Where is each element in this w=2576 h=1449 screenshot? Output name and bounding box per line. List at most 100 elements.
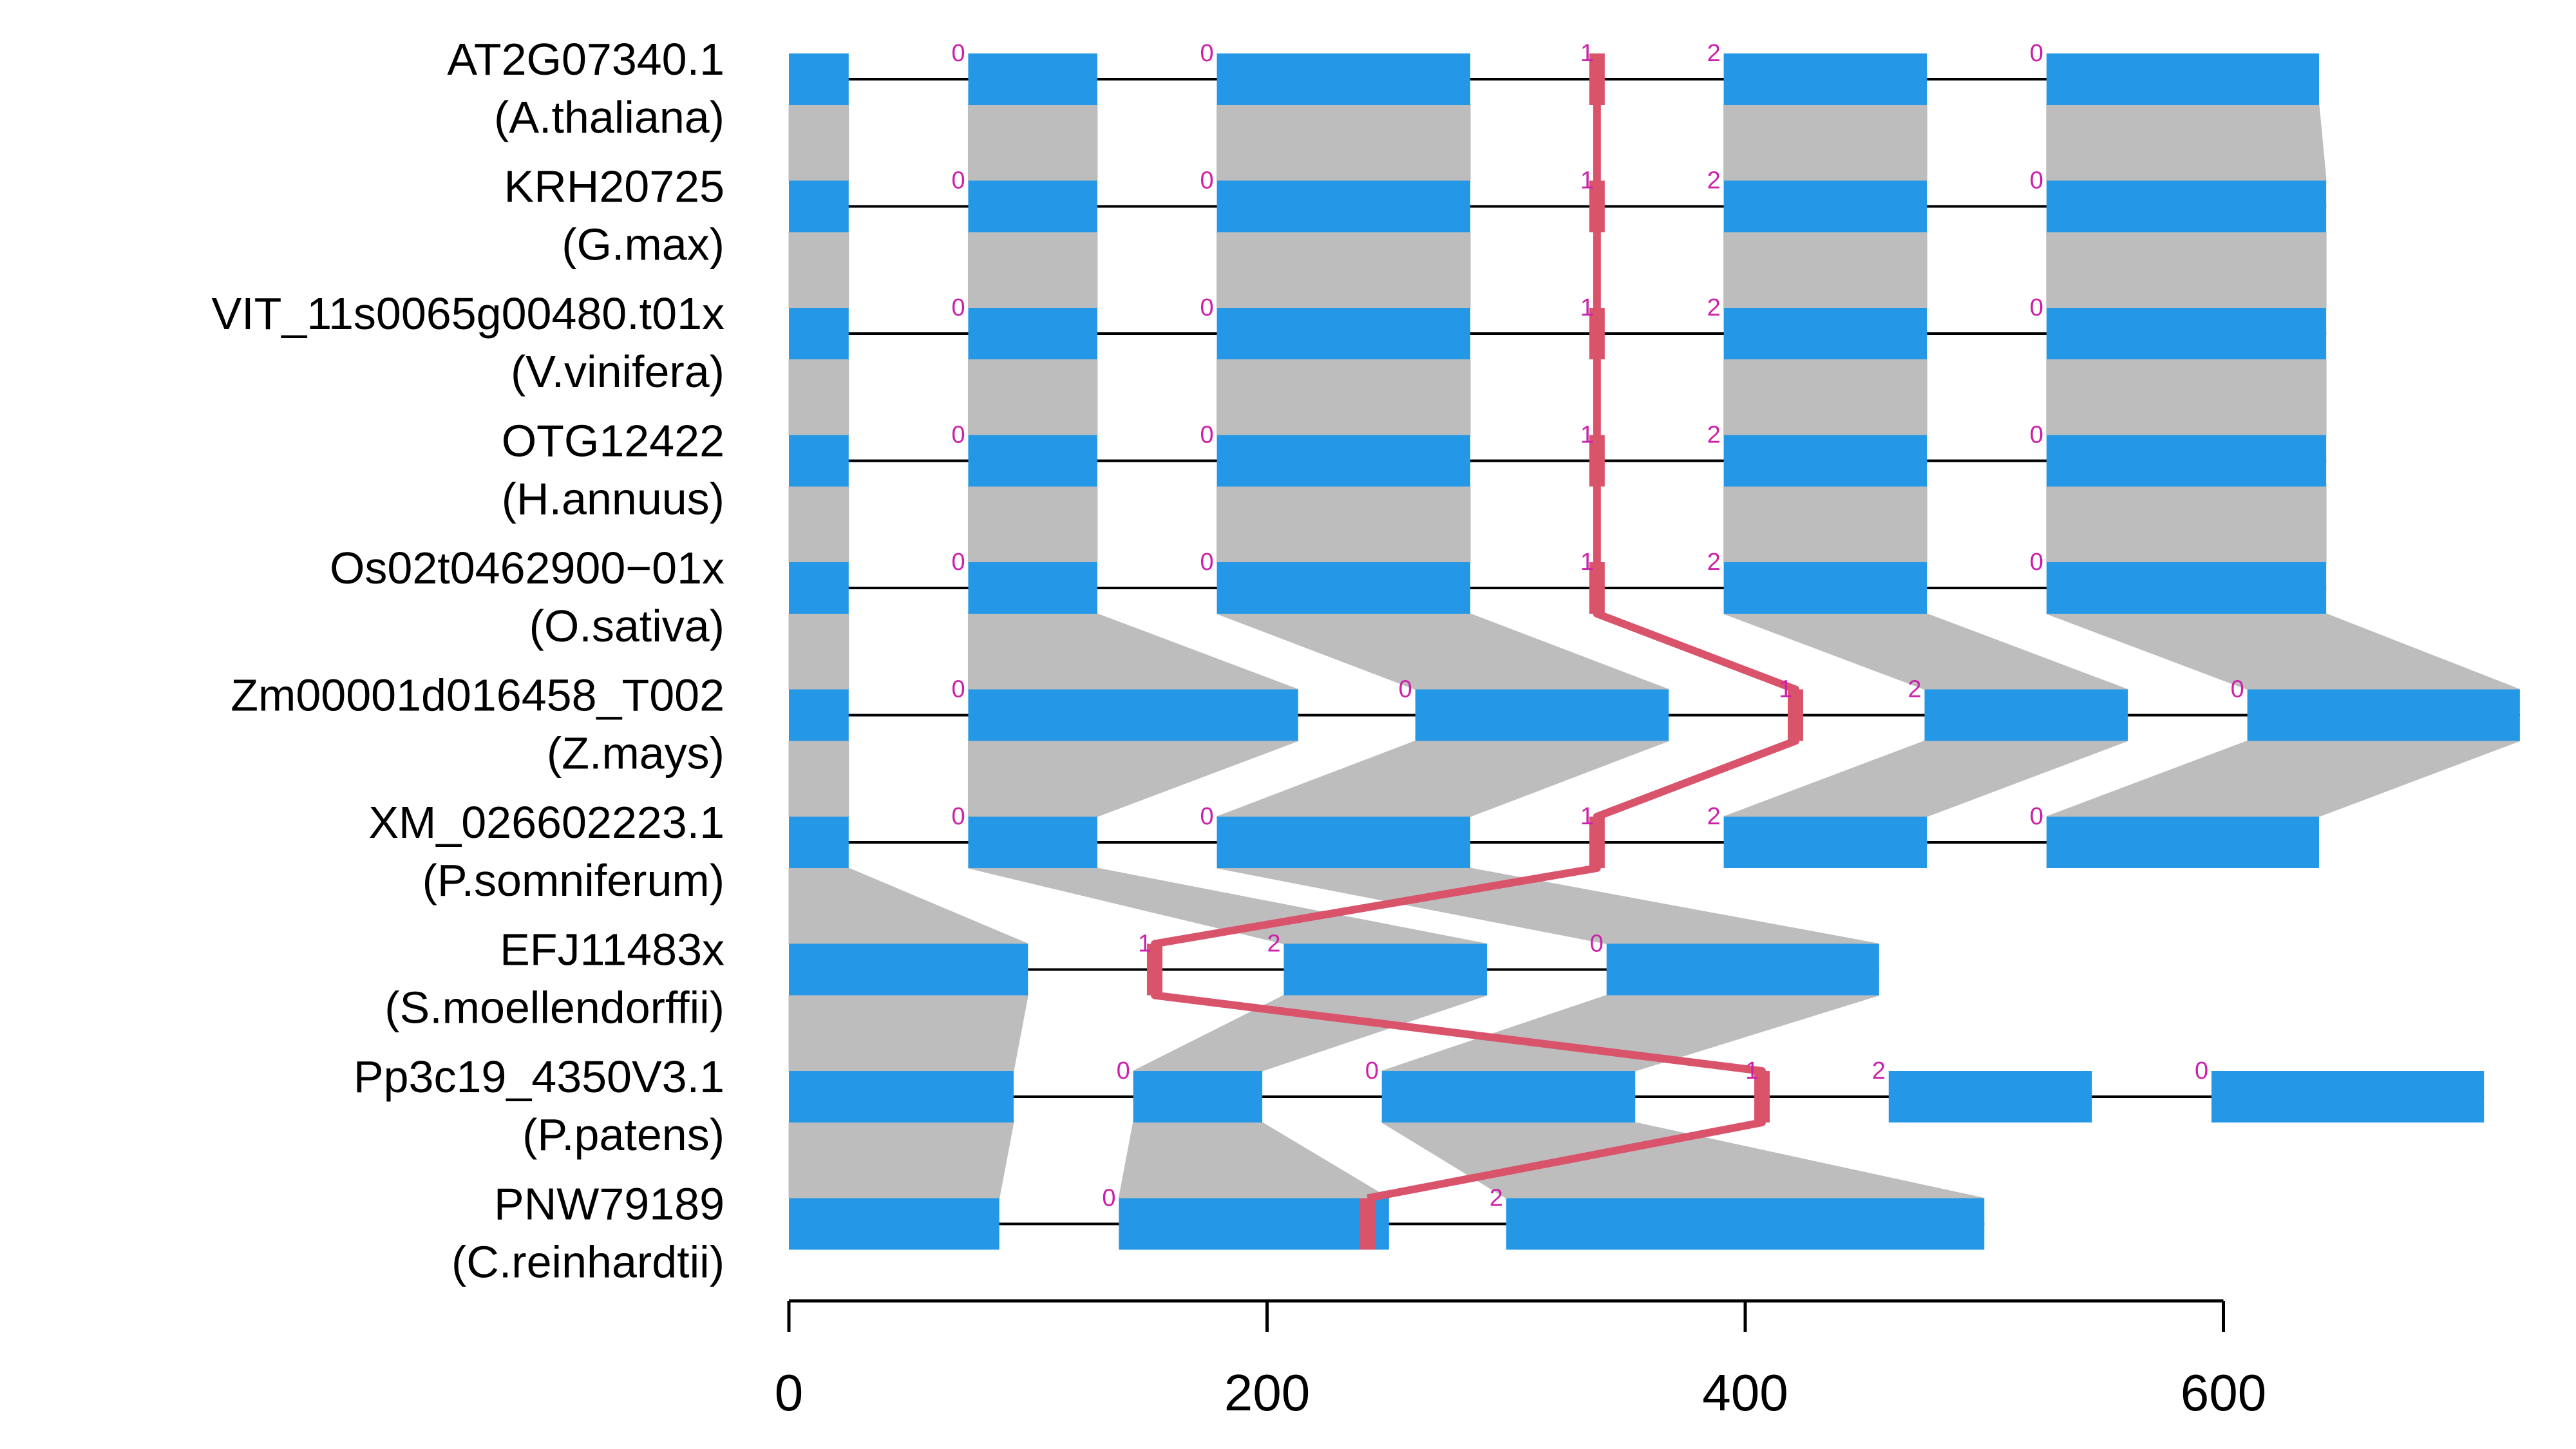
exon-block bbox=[1723, 180, 1927, 232]
phase-label: 2 bbox=[1707, 803, 1721, 830]
gene-labels: AT2G07340.1 (A.thaliana) KRH20725 (G.max) VI… bbox=[211, 34, 724, 1287]
phase-label: 0 bbox=[2030, 422, 2043, 449]
phase-label: 0 bbox=[2195, 1057, 2208, 1084]
alignment-link bbox=[1217, 359, 1471, 435]
phase-label: 0 bbox=[951, 549, 965, 576]
exon-block bbox=[1723, 308, 1927, 359]
phase-label: 0 bbox=[1365, 1057, 1379, 1084]
axis-tick-label: 600 bbox=[2181, 1364, 2266, 1421]
species-label: (G.max) bbox=[562, 220, 724, 270]
gene-id-label: Zm00001d016458_T002 bbox=[231, 670, 724, 721]
phase-label: 0 bbox=[2030, 294, 2043, 321]
phase-label: 0 bbox=[951, 167, 965, 194]
species-label: (O.sativa) bbox=[529, 601, 724, 651]
highlight-path bbox=[1151, 79, 1799, 1202]
exon-block bbox=[968, 53, 1097, 105]
exon-block bbox=[1606, 943, 1879, 996]
exon-block bbox=[789, 689, 849, 741]
alignment-link bbox=[788, 359, 849, 435]
gene-id-label: OTG12422 bbox=[502, 416, 724, 466]
exon-block bbox=[968, 817, 1097, 868]
phase-label: 0 bbox=[951, 422, 965, 449]
phase-label: 2 bbox=[1707, 549, 1721, 576]
phase-label: 0 bbox=[951, 676, 965, 703]
exon-block bbox=[968, 180, 1097, 232]
species-label: (P.somniferum) bbox=[422, 855, 724, 905]
alignment-link bbox=[2046, 104, 2327, 181]
alignment-link bbox=[1723, 359, 1927, 435]
alignment-link bbox=[788, 486, 849, 563]
phase-label: 1 bbox=[1580, 549, 1594, 576]
highlighted-intron-path bbox=[1147, 53, 1803, 1250]
phase-label: 0 bbox=[1200, 422, 1214, 449]
exon-block bbox=[1506, 1198, 1985, 1250]
exon-block bbox=[1723, 562, 1927, 614]
phase-label: 1 bbox=[1779, 676, 1792, 703]
exon-block bbox=[789, 817, 849, 868]
alignment-link bbox=[1723, 486, 1927, 563]
exon-block bbox=[2046, 562, 2327, 614]
exon-block bbox=[1283, 943, 1488, 996]
phase-label: 2 bbox=[1872, 1057, 1886, 1084]
phase-label: 0 bbox=[1200, 294, 1214, 321]
gene-id-label: XM_026602223.1 bbox=[368, 797, 724, 848]
phase-label: 1 bbox=[1580, 40, 1594, 67]
exon-block bbox=[1217, 562, 1471, 614]
species-label: (P.patens) bbox=[522, 1110, 724, 1160]
species-label: (V.vinifera) bbox=[511, 346, 724, 397]
exon-block bbox=[968, 562, 1097, 614]
exon-block bbox=[1119, 1198, 1389, 1250]
alignment-link bbox=[1118, 1122, 1390, 1198]
exon-block bbox=[789, 435, 849, 487]
exon-block bbox=[1723, 817, 1927, 868]
alignment-link bbox=[2046, 359, 2327, 435]
exon-block bbox=[1217, 53, 1471, 105]
phase-label: 2 bbox=[1267, 931, 1280, 958]
gene-id-label: KRH20725 bbox=[504, 162, 724, 212]
phase-label: 0 bbox=[1102, 1185, 1115, 1212]
exon-block bbox=[968, 689, 1298, 741]
exon-block bbox=[789, 943, 1028, 996]
phase-label: 0 bbox=[2030, 167, 2043, 194]
phase-label: 0 bbox=[2030, 40, 2043, 67]
exon-block bbox=[1381, 1071, 1636, 1122]
highlight-marker bbox=[1359, 1198, 1376, 1250]
exon-block bbox=[2046, 435, 2327, 487]
exon-block bbox=[1415, 689, 1669, 741]
alignment-link bbox=[2046, 741, 2521, 817]
alignment-link bbox=[788, 232, 849, 308]
axis-tick-label: 400 bbox=[1702, 1364, 1788, 1421]
species-label: (C.reinhardtii) bbox=[451, 1237, 724, 1287]
exon-block bbox=[2046, 308, 2327, 359]
exon-block bbox=[789, 308, 849, 359]
exon-block bbox=[1924, 689, 2128, 741]
alignment-link bbox=[788, 1122, 1014, 1198]
exon-block bbox=[789, 1071, 1014, 1122]
exon-block bbox=[2046, 817, 2319, 868]
exon-block bbox=[968, 308, 1097, 359]
alignment-link bbox=[1217, 741, 1669, 817]
species-label: (H.annuus) bbox=[502, 474, 724, 524]
alignment-link bbox=[788, 741, 849, 817]
exon-blocks bbox=[789, 53, 2520, 1250]
phase-label: 0 bbox=[1117, 1057, 1130, 1084]
exon-block bbox=[1723, 435, 1927, 487]
alignment-link bbox=[1723, 741, 2128, 817]
gene-id-label: VIT_11s0065g00480.t01x bbox=[211, 289, 724, 339]
axis-tick-label: 200 bbox=[1224, 1364, 1310, 1421]
species-label: (Z.mays) bbox=[547, 728, 724, 779]
phase-label: 0 bbox=[1200, 167, 1214, 194]
axis-tick-label: 0 bbox=[775, 1364, 804, 1421]
phase-label: 0 bbox=[951, 40, 965, 67]
gene-id-label: Os02t0462900−01x bbox=[330, 543, 724, 593]
x-axis: 0 200 400 600 bbox=[775, 1299, 2266, 1421]
exon-block bbox=[789, 562, 849, 614]
exon-block bbox=[2211, 1071, 2485, 1122]
exon-block bbox=[1217, 180, 1471, 232]
alignment-link bbox=[967, 486, 1098, 563]
alignment-link bbox=[1217, 613, 1669, 690]
alignment-link bbox=[1217, 486, 1471, 563]
gene-id-label: Pp3c19_4350V3.1 bbox=[354, 1052, 724, 1102]
exon-block bbox=[2247, 689, 2520, 741]
